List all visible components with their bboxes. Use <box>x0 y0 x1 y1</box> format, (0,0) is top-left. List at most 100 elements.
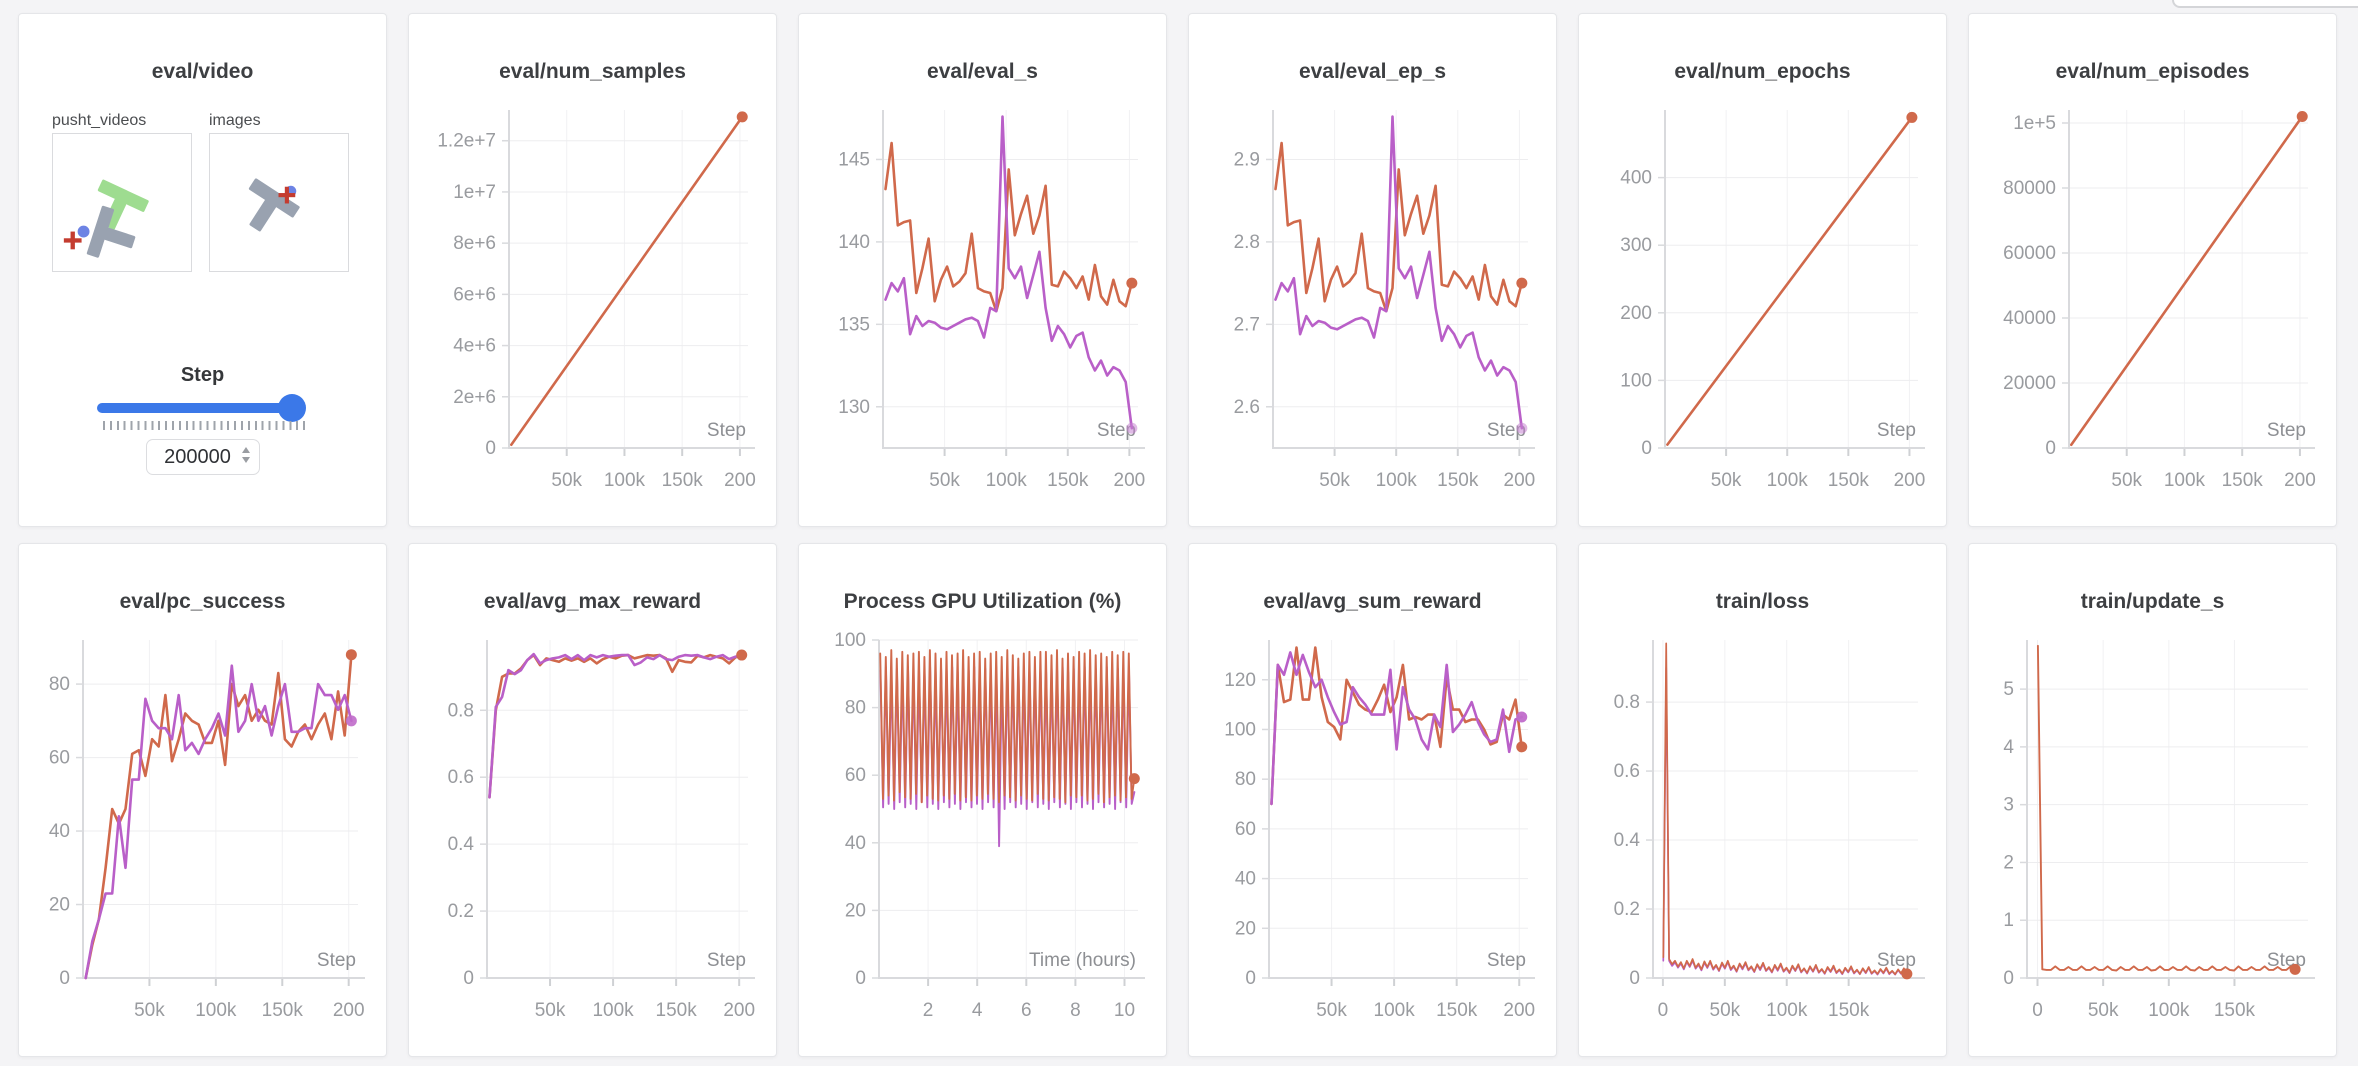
panel-train-loss[interactable]: train/loss 0 50k 100k 150k 0 0.2 0.4 0.6 0.8 Step <box>1578 543 1947 1057</box>
y-tick-label: 5 <box>2003 679 2014 700</box>
panel-title: eval/pc_success <box>119 590 286 613</box>
x-axis-label: Step <box>1877 950 1916 971</box>
panel-title: eval/num_episodes <box>2055 60 2250 83</box>
y-tick-label: 4 <box>2003 737 2014 758</box>
panel-title: Process GPU Utilization (%) <box>843 590 1122 613</box>
x-tick-label: 150k <box>2222 470 2264 491</box>
y-tick-label: 2.8 <box>1234 232 1260 253</box>
series-line-orange <box>2070 115 2304 447</box>
x-tick-label: 200 <box>1503 1000 1535 1021</box>
y-tick-label: 0 <box>59 968 70 989</box>
x-tick-label: 6 <box>1021 1000 1032 1021</box>
stepper-icons[interactable] <box>241 447 250 463</box>
x-tick-label: 200 <box>1894 470 1926 491</box>
latest-value-dot <box>345 649 357 661</box>
chart-train-loss[interactable]: 0 50k 100k 150k 0 0.2 0.4 0.6 0.8 Step <box>1579 626 1947 1026</box>
chart-eval-num-episodes[interactable]: 50k 100k 150k 200 0 20000 40000 60000 80000 1e+5 S… <box>1969 96 2337 496</box>
y-tick-label: 400 <box>1620 168 1652 189</box>
t-object-gray <box>248 178 300 232</box>
y-tick-label: 0 <box>1641 438 1652 459</box>
y-tick-label: 0 <box>1629 968 1640 989</box>
panel-process-gpu-utilization[interactable]: Process GPU Utilization (%) 2 4 6 8 10 0 20 40 60… <box>798 543 1167 1057</box>
chart-eval-avg-sum-reward[interactable]: 50k 100k 150k 200 0 20 40 60 80 100 120 Step <box>1189 626 1557 1026</box>
panel-eval-pc-success[interactable]: eval/pc_success 50k 100k 150k 200 0 20 40 60 80 St… <box>18 543 387 1057</box>
chart-eval-avg-max-reward[interactable]: 50k 100k 150k 200 0 0.2 0.4 0.6 0.8 Step <box>409 626 777 1026</box>
latest-value-dot <box>1906 111 1918 123</box>
chart-eval-num-epochs[interactable]: 50k 100k 150k 200 0 100 200 300 400 Step <box>1579 96 1947 496</box>
latest-value-dot <box>736 649 748 661</box>
pusht-image-thumbnail[interactable] <box>209 133 349 272</box>
latest-value-dot <box>1901 968 1913 980</box>
y-tick-label: 2 <box>2003 852 2014 873</box>
panel-train-update-s[interactable]: train/update_s 0 50k 100k 150k 0 1 2 3 4 5 Step <box>1968 543 2337 1057</box>
x-tick-label: 0 <box>2032 1000 2043 1021</box>
x-tick-label: 50k <box>551 470 582 491</box>
x-tick-label: 100k <box>1766 1000 1808 1021</box>
y-tick-label: 6e+6 <box>453 284 496 305</box>
y-tick-label: 40 <box>49 821 70 842</box>
y-tick-label: 60 <box>1235 819 1256 840</box>
stepper-down-icon[interactable] <box>241 457 250 463</box>
y-tick-label: 1 <box>2003 910 2014 931</box>
x-axis-label: Step <box>2267 420 2306 441</box>
y-tick-label: 0 <box>2045 438 2056 459</box>
y-tick-label: 100 <box>834 630 866 651</box>
y-tick-label: 0.2 <box>1614 899 1640 920</box>
x-tick-label: 100k <box>2164 470 2206 491</box>
panel-eval-num-epochs[interactable]: eval/num_epochs 50k 100k 150k 200 0 100 200 300 4… <box>1578 13 1947 527</box>
panel-title: train/update_s <box>2080 590 2225 613</box>
t-object-gray <box>86 205 136 258</box>
panel-eval-num-episodes[interactable]: eval/num_episodes 50k 100k 150k 200 0 20000 400… <box>1968 13 2337 527</box>
panel-eval-avg-sum-reward[interactable]: eval/avg_sum_reward 50k 100k 150k 200 0 20 40 60… <box>1188 543 1557 1057</box>
step-number-input-wrap <box>145 439 260 475</box>
series-line-purple <box>1662 666 1908 976</box>
x-axis-label: Step <box>1487 420 1526 441</box>
chart-eval-num-samples[interactable]: 50k 100k 150k 200 0 2e+6 4e+6 6e+6 8e+6 1e+7 1.2e+… <box>409 96 777 496</box>
slider-track[interactable] <box>97 403 305 413</box>
slider-tick-ruler <box>103 421 309 430</box>
y-tick-label: 0.2 <box>448 901 474 922</box>
x-tick-label: 50k <box>1316 1000 1347 1021</box>
x-tick-label: 10 <box>1114 1000 1135 1021</box>
step-slider[interactable] <box>97 394 306 422</box>
panel-title: eval/avg_sum_reward <box>1263 590 1482 613</box>
pusht-video-thumbnail[interactable] <box>52 133 192 272</box>
y-tick-label: 0 <box>463 968 474 989</box>
y-tick-label: 1e+7 <box>453 182 496 203</box>
media-key-label: pusht_videos <box>52 112 147 129</box>
y-tick-label: 40 <box>845 833 866 854</box>
x-tick-label: 0 <box>1658 1000 1669 1021</box>
panel-eval-avg-max-reward[interactable]: eval/avg_max_reward 50k 100k 150k 200 0 0.2 0.4… <box>408 543 777 1057</box>
series-line-orange <box>2036 644 2297 972</box>
panel-title: eval/num_epochs <box>1674 60 1851 83</box>
step-number-input[interactable] <box>146 440 259 474</box>
series-line-purple <box>488 652 744 799</box>
y-tick-label: 60 <box>49 748 70 769</box>
y-tick-label: 80 <box>845 698 866 719</box>
x-tick-label: 150k <box>1047 470 1089 491</box>
y-tick-label: 0 <box>855 968 866 989</box>
y-tick-label: 80000 <box>2003 178 2056 199</box>
chart-eval-pc-success[interactable]: 50k 100k 150k 200 0 20 40 60 80 Step <box>19 626 387 1026</box>
y-tick-label: 20 <box>845 900 866 921</box>
panel-eval-eval-s[interactable]: eval/eval_s 50k 100k 150k 200 130 135 140 145 Ste… <box>798 13 1167 527</box>
panel-eval-video[interactable]: eval/video pusht_videos images <box>18 13 387 527</box>
series-line-purple <box>1274 115 1524 430</box>
x-tick-label: 50k <box>1319 470 1350 491</box>
chart-eval-eval-ep-s[interactable]: 50k 100k 150k 200 2.6 2.7 2.8 2.9 Step <box>1189 96 1557 496</box>
panel-eval-eval-ep-s[interactable]: eval/eval_ep_s 50k 100k 150k 200 2.6 2.7 2.8 2.9… <box>1188 13 1557 527</box>
y-tick-label: 80 <box>49 674 70 695</box>
y-tick-label: 4e+6 <box>453 336 496 357</box>
x-tick-label: 100k <box>1376 470 1418 491</box>
stepper-up-icon[interactable] <box>241 447 250 453</box>
slider-handle[interactable] <box>277 394 306 422</box>
y-tick-label: 1e+5 <box>2013 113 2056 134</box>
panel-eval-num-samples[interactable]: eval/num_samples 50k 100k 150k 200 0 2e+6 4e+6 6… <box>408 13 777 527</box>
chart-eval-eval-s[interactable]: 50k 100k 150k 200 130 135 140 145 Step <box>799 96 1167 496</box>
latest-value-dot <box>2289 963 2301 975</box>
y-tick-label: 100 <box>1620 370 1652 391</box>
y-tick-label: 20000 <box>2003 373 2056 394</box>
